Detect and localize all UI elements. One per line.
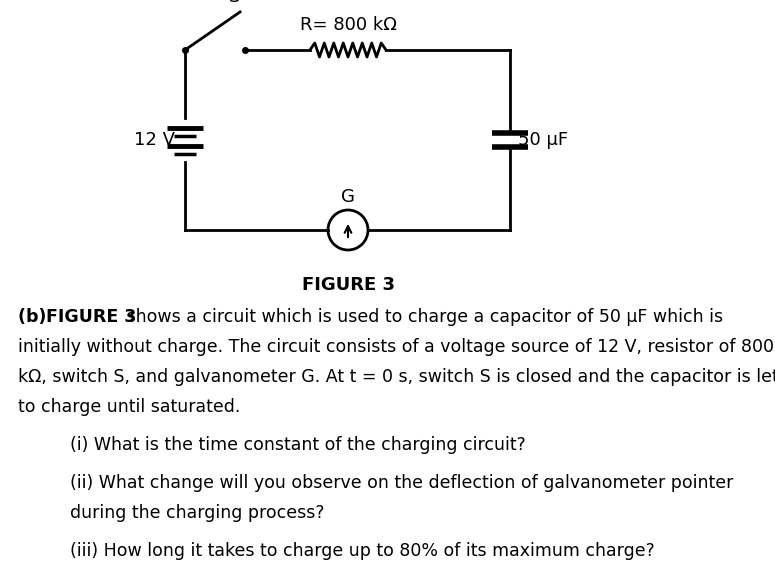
Text: to charge until saturated.: to charge until saturated.	[18, 398, 240, 416]
Text: FIGURE 3: FIGURE 3	[46, 308, 136, 326]
Text: R= 800 kΩ: R= 800 kΩ	[300, 16, 397, 34]
Text: initially without charge. The circuit consists of a voltage source of 12 V, resi: initially without charge. The circuit co…	[18, 338, 774, 356]
Text: shows a circuit which is used to charge a capacitor of 50 μF which is: shows a circuit which is used to charge …	[121, 308, 723, 326]
Text: (b): (b)	[18, 308, 53, 326]
Text: 12 V: 12 V	[134, 131, 175, 149]
Text: FIGURE 3: FIGURE 3	[301, 276, 394, 294]
Text: (i) What is the time constant of the charging circuit?: (i) What is the time constant of the cha…	[70, 436, 525, 454]
Text: S: S	[229, 0, 241, 6]
Text: G: G	[341, 188, 355, 206]
Text: 50 μF: 50 μF	[518, 131, 568, 149]
Text: (ii) What change will you observe on the deflection of galvanometer pointer: (ii) What change will you observe on the…	[70, 474, 733, 492]
Text: during the charging process?: during the charging process?	[70, 504, 325, 522]
Text: (iii) How long it takes to charge up to 80% of its maximum charge?: (iii) How long it takes to charge up to …	[70, 542, 655, 560]
Text: kΩ, switch S, and galvanometer G. At t = 0 s, switch S is closed and the capacit: kΩ, switch S, and galvanometer G. At t =…	[18, 368, 775, 386]
